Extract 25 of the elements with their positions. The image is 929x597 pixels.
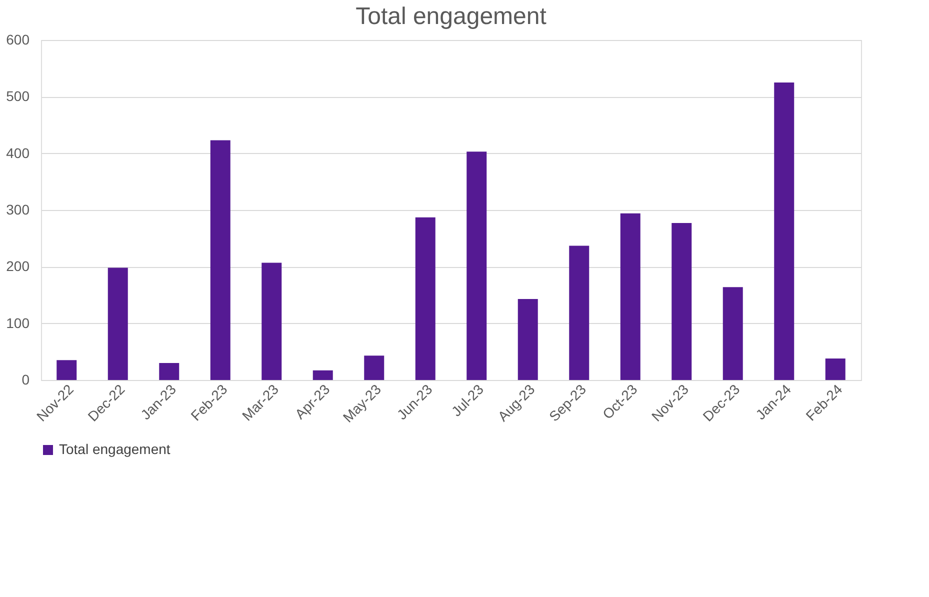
bar <box>518 298 538 380</box>
bar <box>312 370 333 380</box>
bar <box>262 262 282 380</box>
bar <box>108 268 128 380</box>
y-tick-label: 0 <box>22 372 30 388</box>
bar <box>364 356 384 380</box>
legend-label: Total engagement <box>59 441 170 457</box>
y-tick-label: 600 <box>6 32 30 48</box>
bar <box>620 213 640 380</box>
bar <box>159 363 180 380</box>
bar <box>825 358 846 380</box>
bar <box>56 360 77 380</box>
y-tick-label: 300 <box>6 202 30 218</box>
bar <box>722 287 743 380</box>
bar <box>672 223 692 380</box>
y-tick-label: 500 <box>6 88 30 104</box>
bar <box>569 246 590 380</box>
bar <box>415 217 436 380</box>
bar <box>466 152 487 380</box>
y-tick-label: 400 <box>6 144 30 161</box>
bar <box>774 82 794 380</box>
chart-title: Total engagement <box>356 3 547 30</box>
y-tick-label: 200 <box>6 258 30 274</box>
y-tick-label: 100 <box>6 314 30 331</box>
bar <box>210 140 230 380</box>
